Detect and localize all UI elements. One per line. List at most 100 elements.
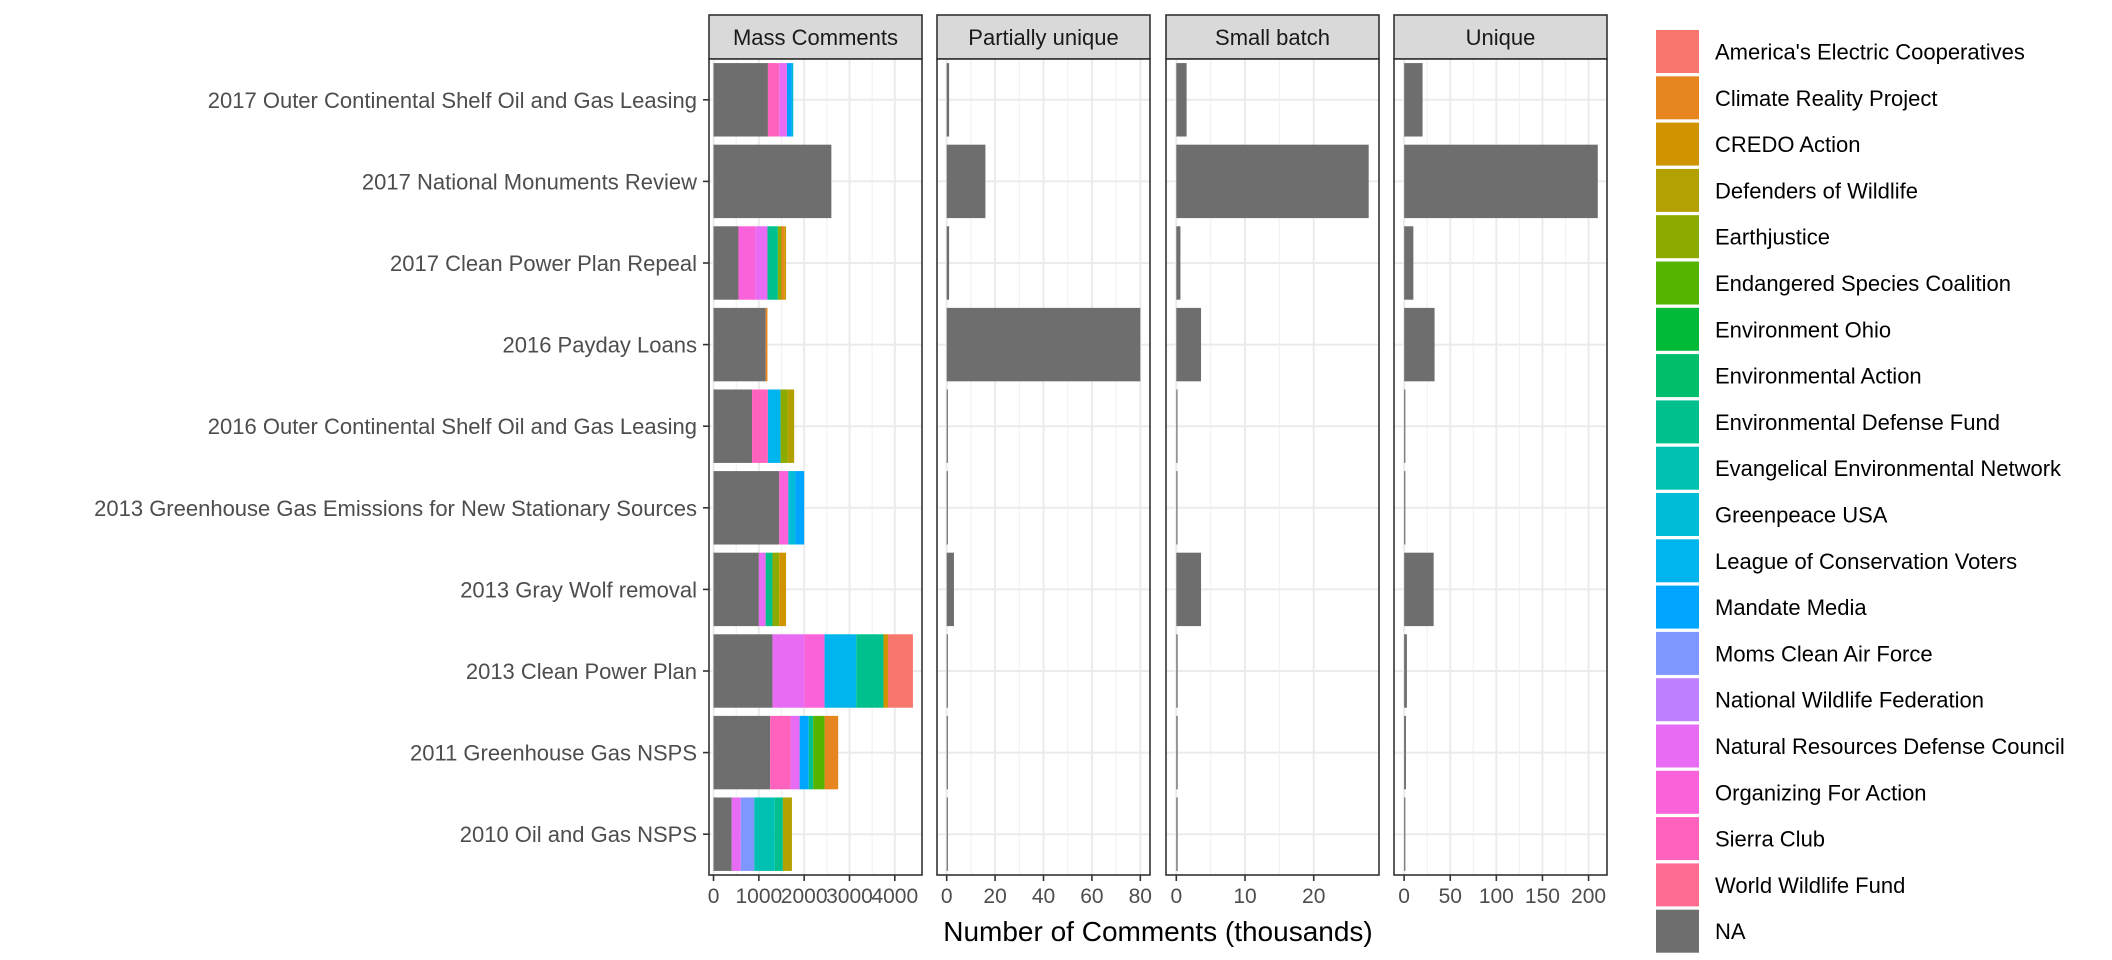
- bar-segment-na: [713, 552, 759, 627]
- legend-key: [1656, 76, 1699, 120]
- legend-item-environmental-action: Environmental Action: [1656, 354, 1922, 398]
- bar-segment-na: [946, 144, 986, 219]
- legend-item-sierra-club: Sierra Club: [1656, 817, 1825, 861]
- legend-label: Earthjustice: [1715, 225, 1830, 250]
- bar-segment-na: [713, 471, 780, 545]
- facet-strip-label: Unique: [1466, 25, 1536, 50]
- bar-segment-na: [946, 552, 954, 627]
- legend-item-national-wildlife-federation: National Wildlife Federation: [1656, 678, 1984, 722]
- bar-segment-na: [1176, 471, 1178, 545]
- legend-item-natural-resources-defense-council: Natural Resources Defense Council: [1656, 724, 2065, 768]
- bar-segment-mandate-media: [786, 63, 792, 137]
- x-tick-label: 100: [1479, 885, 1514, 908]
- x-tick-label: 20: [1302, 885, 1325, 908]
- bar-segment-natural-resources-defense-council: [758, 552, 766, 627]
- facet-panel-unique: Unique 0 50 100 150 200: [1393, 14, 1608, 908]
- legend-label: World Wildlife Fund: [1715, 873, 1905, 898]
- category-label: 2017 Clean Power Plan Repeal: [390, 251, 697, 276]
- bar-segment-na: [1176, 144, 1369, 219]
- legend-item-endangered-species-coalition: Endangered Species Coalition: [1656, 261, 2011, 305]
- legend-key: [1656, 400, 1699, 444]
- bar-segment-league-of-conservation-voters: [767, 389, 781, 463]
- bar-segment-na: [1176, 226, 1181, 300]
- bar-segment-na: [713, 144, 832, 219]
- x-axis-title: Number of Comments (thousands): [943, 916, 1373, 947]
- category-axis-labels: 2017 Outer Continental Shelf Oil and Gas…: [94, 88, 709, 847]
- bar-segment-na: [946, 715, 948, 790]
- legend-label: America's Electric Cooperatives: [1715, 40, 2025, 65]
- legend-label: Defenders of Wildlife: [1715, 178, 1918, 203]
- legend-item-league-of-conservation-voters: League of Conservation Voters: [1656, 539, 2017, 583]
- legend-item-credo-action: CREDO Action: [1656, 122, 1861, 166]
- legend-item-mandate-media: Mandate Media: [1656, 585, 1867, 629]
- bar-segment-mandate-media: [795, 471, 805, 545]
- category-label: 2013 Gray Wolf removal: [460, 577, 697, 602]
- bar-segment-na: [1176, 63, 1187, 137]
- x-tick-label: 200: [1571, 885, 1606, 908]
- bar-segment-environmental-defense-fund: [856, 634, 884, 708]
- legend-label: NA: [1715, 919, 1746, 944]
- legend-key: [1656, 724, 1699, 768]
- bar-segment-na: [1404, 797, 1406, 871]
- bar-segment-na: [1176, 797, 1178, 871]
- legend-item-greenpeace-usa: Greenpeace USA: [1656, 493, 1888, 536]
- bar-segment-endangered-species-coalition: [813, 715, 825, 790]
- bar-segment-natural-resources-defense-council: [731, 797, 741, 871]
- legend-key: [1656, 261, 1699, 305]
- facet-strip: [1165, 14, 1380, 60]
- x-tick-label: 3000: [826, 885, 873, 908]
- bar-segment-organizing-for-action: [779, 471, 789, 545]
- legend-key: [1656, 539, 1699, 583]
- facet-strip-label: Mass Comments: [733, 25, 898, 50]
- legend-label: Natural Resources Defense Council: [1715, 734, 2065, 759]
- panel-border: [1165, 58, 1380, 876]
- bar-segment-na: [946, 63, 950, 137]
- legend-key: [1656, 122, 1699, 166]
- facet-strip: [708, 14, 923, 60]
- legend-key: [1656, 631, 1699, 675]
- x-tick-label: 2000: [781, 885, 828, 908]
- bar-segment-na: [1176, 715, 1178, 790]
- legend-key: [1656, 909, 1699, 953]
- panel-border: [1393, 58, 1608, 876]
- legend-label: Endangered Species Coalition: [1715, 271, 2011, 296]
- bar-segment-sierra-club: [770, 715, 791, 790]
- bar-segment-na: [1404, 715, 1406, 790]
- bar-segment-na: [1404, 144, 1598, 219]
- facet-strip-label: Partially unique: [968, 25, 1118, 50]
- bar-segment-na: [1404, 307, 1435, 382]
- bar-segment-natural-resources-defense-council: [755, 226, 768, 300]
- x-tick-label: 1000: [735, 885, 782, 908]
- bar-segment-environmental-defense-fund: [808, 715, 814, 790]
- bar-segment-earthjustice: [772, 552, 780, 627]
- legend-key: [1656, 770, 1699, 814]
- facet-strip-label: Small batch: [1215, 25, 1330, 50]
- bar-segment-na: [1176, 552, 1202, 627]
- bar-segment-na: [946, 307, 1141, 382]
- legend-item-america-s-electric-cooperatives: America's Electric Cooperatives: [1656, 30, 2025, 73]
- legend-label: Climate Reality Project: [1715, 86, 1938, 111]
- legend-item-moms-clean-air-force: Moms Clean Air Force: [1656, 631, 1933, 675]
- bar-segment-environmental-defense-fund: [767, 226, 778, 300]
- x-tick-label: 10: [1233, 885, 1256, 908]
- legend-item-environmental-defense-fund: Environmental Defense Fund: [1656, 400, 2000, 444]
- bar-segment-mandate-media: [799, 715, 809, 790]
- facet-panel-partially-unique: Partially unique 0 20 40 60 80: [936, 14, 1152, 908]
- legend-label: Environmental Defense Fund: [1715, 410, 2000, 435]
- legend-label: Sierra Club: [1715, 827, 1825, 852]
- bar-segment-greenpeace-usa: [788, 471, 796, 545]
- legend-key: [1656, 817, 1699, 861]
- x-tick-label: 4000: [871, 885, 918, 908]
- bar-segment-earthjustice: [780, 389, 788, 463]
- bar-segment-evangelical-environmental-network: [754, 797, 775, 871]
- facet-strip: [1393, 14, 1608, 60]
- legend-item-na: NA: [1656, 909, 1746, 953]
- legend-key: [1656, 493, 1699, 536]
- bar-segment-na: [713, 715, 771, 790]
- legend: America's Electric Cooperatives Climate R…: [1656, 30, 2065, 953]
- bar-segment-na: [1176, 307, 1202, 382]
- category-label: 2016 Payday Loans: [503, 333, 698, 358]
- legend-key: [1656, 168, 1699, 212]
- bar-segment-credo-action: [883, 634, 889, 708]
